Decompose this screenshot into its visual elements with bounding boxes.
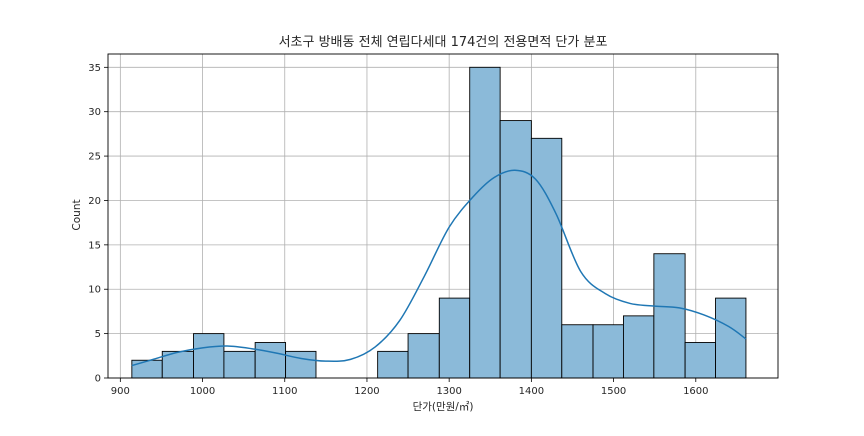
histogram-bars bbox=[131, 66, 747, 379]
histogram-bar bbox=[377, 350, 409, 379]
histogram-bar bbox=[469, 66, 501, 379]
histogram-bar bbox=[223, 350, 256, 379]
y-tick-label: 0 bbox=[95, 374, 101, 385]
plot-frame bbox=[107, 53, 779, 379]
histogram-bar bbox=[653, 253, 686, 379]
histogram-bar bbox=[193, 333, 225, 379]
y-tick-label: 30 bbox=[88, 107, 101, 118]
y-tick-label: 20 bbox=[88, 196, 101, 207]
histogram-bar bbox=[530, 137, 563, 379]
x-axis-ticks: 900 1000 1100 1200 1300 1400 1500 1600 bbox=[111, 378, 709, 397]
x-tick-label: 1600 bbox=[683, 386, 708, 397]
histogram-bar bbox=[438, 297, 471, 379]
y-axis-label: Count bbox=[71, 199, 83, 230]
histogram-bar bbox=[715, 297, 747, 379]
histogram-bar bbox=[131, 359, 163, 379]
histogram-bar bbox=[561, 324, 594, 379]
x-tick-label: 1100 bbox=[272, 386, 297, 397]
y-tick-label: 15 bbox=[88, 240, 101, 251]
kde-curve-group bbox=[131, 169, 747, 367]
y-axis-ticks: 0 5 10 15 20 25 30 35 bbox=[88, 63, 108, 385]
histogram-bar bbox=[592, 324, 624, 379]
y-tick-label: 10 bbox=[88, 285, 101, 296]
x-tick-label: 1400 bbox=[519, 386, 544, 397]
x-axis-label: 단가(만원/㎡) bbox=[413, 401, 474, 413]
histogram-bar bbox=[254, 342, 287, 379]
histogram-bar bbox=[622, 315, 655, 379]
y-tick-label: 25 bbox=[88, 152, 101, 163]
x-tick-label: 1000 bbox=[190, 386, 215, 397]
histogram-bar bbox=[499, 120, 532, 379]
x-tick-label: 1200 bbox=[354, 386, 379, 397]
x-tick-label: 900 bbox=[111, 386, 130, 397]
chart-title: 서초구 방배동 전체 연립다세대 174건의 전용면적 단가 분포 bbox=[279, 35, 608, 50]
y-tick-label: 5 bbox=[95, 329, 101, 340]
y-tick-label: 35 bbox=[88, 63, 101, 74]
x-tick-label: 1300 bbox=[436, 386, 461, 397]
histogram-bar bbox=[684, 342, 716, 379]
histogram-bar bbox=[407, 333, 440, 379]
x-tick-label: 1500 bbox=[601, 386, 626, 397]
histogram-bar bbox=[285, 350, 317, 379]
kde-curve bbox=[131, 169, 747, 367]
